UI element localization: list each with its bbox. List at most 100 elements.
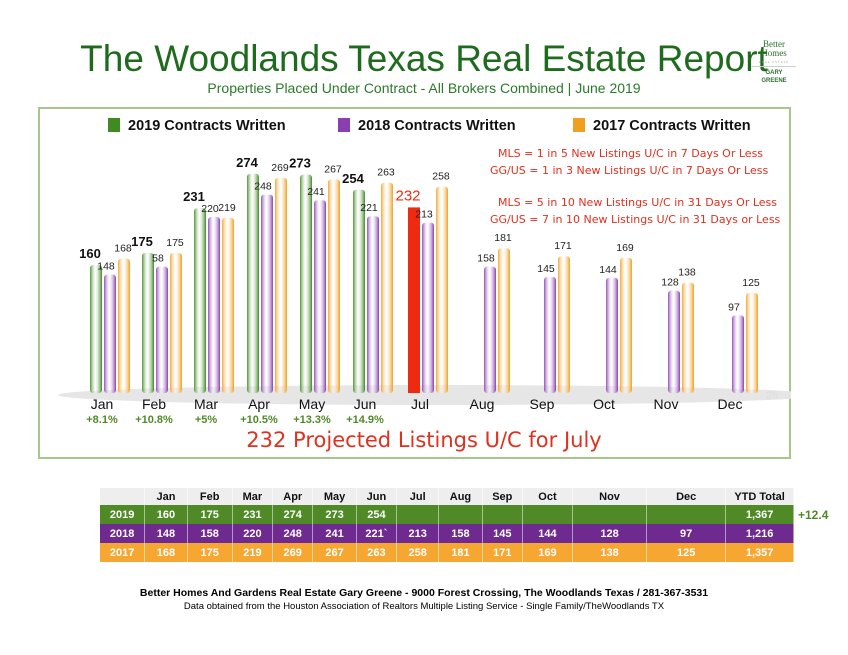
- table-header: Jan Feb Mar Apr May Jun Jul Aug Sep Oct Nov Dec YTD …: [100, 488, 794, 505]
- page-title: The Woodlands Texas Real Estate Report: [80, 38, 768, 79]
- annotation-note: MLS = 5 in 10 New Listings U/C in 31 Day…: [498, 196, 777, 209]
- bar-jun-2018: [367, 216, 379, 393]
- value-label: 221: [360, 202, 378, 214]
- table-cell: 171: [482, 543, 523, 562]
- ytd-delta: +12.4: [798, 508, 829, 522]
- corner-label: 25: [766, 390, 778, 402]
- month-label: Dec: [718, 396, 743, 412]
- month-label: Mar: [194, 396, 218, 412]
- yoy-change: +5%: [195, 414, 218, 426]
- month-label: Aug: [470, 396, 495, 412]
- value-label: 273: [289, 156, 311, 171]
- value-label: 254: [342, 171, 364, 186]
- table-cell: 175: [187, 543, 233, 562]
- table-cell: YTD Total: [725, 488, 794, 505]
- table-cell: 144: [522, 524, 573, 543]
- legend-swatch: [573, 118, 585, 132]
- bar-jan-2018: [104, 274, 116, 393]
- value-label: 144: [599, 264, 617, 276]
- table-cell: [396, 505, 440, 524]
- bar-jun-2017: [381, 182, 393, 393]
- legend-swatch: [338, 118, 350, 132]
- bar-jan-2019: [90, 265, 102, 393]
- value-label: 169: [616, 242, 634, 254]
- table-cell: 221`: [356, 524, 398, 543]
- value-label: 138: [678, 267, 696, 279]
- table-cell: 274: [272, 505, 314, 524]
- value-label: 148: [97, 261, 115, 273]
- value-label: 248: [254, 181, 272, 193]
- brand-logo: Better Homes REAL ESTATE GARY GREENE: [752, 40, 796, 85]
- table-cell: 273: [312, 505, 357, 524]
- table-cell: 267: [312, 543, 357, 562]
- bar-feb-2018: [156, 266, 168, 393]
- table-cell: 263: [356, 543, 398, 562]
- table-cell: 254: [356, 505, 398, 524]
- table-cell: Jun: [356, 488, 398, 505]
- table-cell: 2017: [100, 543, 146, 562]
- footer-address: Better Homes And Gardens Real Estate Gar…: [139, 587, 709, 599]
- logo-text: GARY: [752, 66, 796, 77]
- table-cell: Oct: [522, 488, 573, 505]
- logo-text: REAL ESTATE: [758, 60, 790, 64]
- month-label: Jan: [91, 396, 114, 412]
- month-label: Sep: [530, 396, 555, 412]
- table-cell: Feb: [187, 488, 233, 505]
- month-label: Feb: [142, 396, 166, 412]
- table-cell: 219: [232, 543, 274, 562]
- table-cell: May: [312, 488, 357, 505]
- table-cell: [100, 488, 146, 505]
- month-label: Oct: [593, 396, 615, 412]
- legend-label: 2018 Contracts Written: [358, 118, 516, 134]
- table-cell: 269: [272, 543, 314, 562]
- table-cell: 125: [646, 543, 727, 562]
- legend-label: 2019 Contracts Written: [128, 118, 286, 134]
- table-cell: [646, 505, 727, 524]
- bar-dec-2018: [732, 315, 744, 393]
- yoy-change: +14.9%: [346, 414, 384, 426]
- table-row: 2017 168 175 219 269 267 263 258 181 171 169 138 125…: [100, 543, 794, 562]
- legend-swatch: [108, 118, 120, 132]
- table-cell: 258: [396, 543, 440, 562]
- bar-sep-2017: [558, 256, 570, 393]
- value-label: 274: [236, 155, 258, 170]
- table-cell: 241: [312, 524, 357, 543]
- month-label: Apr: [248, 396, 270, 412]
- bar-nov-2018: [668, 290, 680, 393]
- value-label: 267: [324, 163, 342, 175]
- table-cell: [438, 505, 483, 524]
- bar-jul-2018: [422, 222, 434, 393]
- value-label: 58: [152, 253, 164, 265]
- table-cell: 181: [438, 543, 483, 562]
- bar-oct-2018: [606, 277, 618, 393]
- value-label: 241: [307, 186, 325, 198]
- table-cell: 168: [144, 543, 188, 562]
- yoy-change: +13.3%: [293, 414, 331, 426]
- bar-chart: 2019 Contracts Written 2018 Contracts Wri…: [58, 118, 791, 426]
- table-cell: Jul: [396, 488, 440, 505]
- table-cell: 148: [144, 524, 188, 543]
- bar-aug-2018: [484, 266, 496, 393]
- table-cell: 248: [272, 524, 314, 543]
- table-cell: Apr: [272, 488, 314, 505]
- value-label: 258: [432, 171, 450, 183]
- value-label: 213: [415, 209, 433, 221]
- table-cell: [482, 505, 523, 524]
- table-cell: [522, 505, 573, 524]
- bar-jul-2019: [408, 207, 420, 393]
- table-row: 2018 148 158 220 248 241 221` 213 158 145 144 128 97…: [100, 524, 794, 543]
- value-label: 168: [114, 243, 132, 255]
- page-subtitle: Properties Placed Under Contract - All B…: [207, 80, 641, 96]
- bar-may-2019: [300, 174, 312, 393]
- projection-text: 232 Projected Listings U/C for July: [246, 428, 602, 452]
- logo-text: GREENE: [761, 78, 787, 84]
- annotation-note: GG/US = 7 in 10 New Listings U/C in 31 D…: [490, 213, 781, 226]
- value-label: 219: [218, 202, 236, 214]
- logo-text: Better: [763, 39, 785, 49]
- table-cell: 220: [232, 524, 274, 543]
- bar-may-2017: [328, 179, 340, 393]
- chart-frame: [38, 107, 791, 459]
- month-label: Jul: [411, 396, 429, 412]
- bar-feb-2019: [142, 253, 154, 393]
